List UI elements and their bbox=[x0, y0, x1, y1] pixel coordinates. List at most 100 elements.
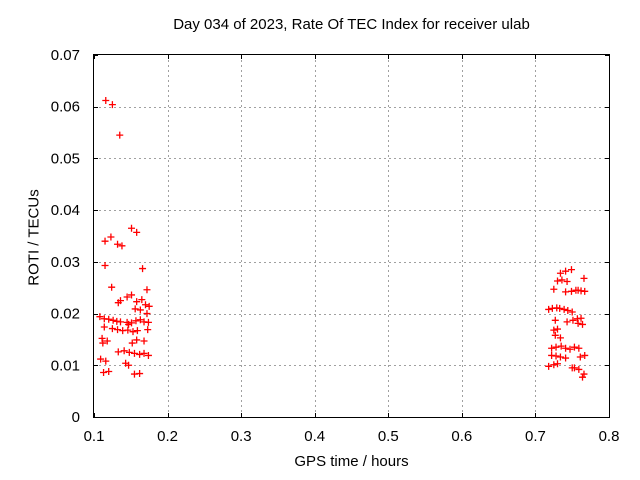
data-point bbox=[145, 302, 153, 310]
data-point bbox=[136, 350, 144, 358]
data-point bbox=[136, 370, 144, 378]
data-point bbox=[577, 314, 585, 322]
data-point bbox=[132, 317, 140, 325]
data-point bbox=[560, 305, 568, 313]
gridlines bbox=[94, 55, 609, 417]
data-point bbox=[562, 344, 570, 352]
data-point bbox=[569, 316, 577, 324]
data-point bbox=[556, 304, 564, 312]
x-tick-label: 0.3 bbox=[231, 428, 252, 445]
data-point bbox=[105, 367, 113, 375]
data-point bbox=[96, 313, 104, 321]
data-point bbox=[102, 97, 110, 105]
data-point bbox=[567, 287, 575, 295]
data-point bbox=[556, 269, 564, 277]
data-point bbox=[101, 237, 109, 245]
data-point bbox=[116, 318, 124, 326]
data-point bbox=[143, 310, 151, 318]
data-point bbox=[140, 349, 148, 357]
data-point bbox=[107, 233, 115, 241]
data-point bbox=[567, 266, 575, 274]
data-point bbox=[576, 353, 584, 361]
y-tick-label: 0.02 bbox=[51, 306, 80, 323]
data-point bbox=[138, 296, 146, 304]
data-point bbox=[570, 343, 578, 351]
x-tick-label: 0.5 bbox=[378, 428, 399, 445]
data-point bbox=[125, 361, 133, 369]
data-point bbox=[580, 370, 588, 378]
data-point bbox=[143, 286, 151, 294]
plot-border bbox=[93, 54, 610, 418]
data-point bbox=[563, 318, 571, 326]
data-point bbox=[564, 306, 572, 314]
plot-border-rect bbox=[93, 54, 610, 418]
data-point bbox=[550, 361, 558, 369]
x-tick-label: 0.8 bbox=[599, 428, 620, 445]
data-point bbox=[108, 101, 116, 109]
data-point bbox=[570, 364, 578, 372]
data-point bbox=[554, 325, 561, 333]
data-point bbox=[142, 301, 149, 309]
data-point bbox=[554, 360, 561, 368]
y-tick-label: 0.07 bbox=[51, 47, 80, 64]
data-point bbox=[100, 323, 108, 331]
x-tick-label: 0.7 bbox=[525, 428, 546, 445]
plot-title: Day 034 of 2023, Rate Of TEC Index for r… bbox=[173, 16, 530, 33]
y-tick-label: 0.06 bbox=[51, 99, 80, 116]
data-point bbox=[123, 293, 131, 301]
x-axis-title: GPS time / hours bbox=[294, 453, 409, 470]
data-point bbox=[99, 339, 107, 347]
data-point bbox=[574, 319, 582, 327]
data-point bbox=[118, 242, 126, 250]
data-point bbox=[144, 318, 152, 326]
data-point bbox=[114, 348, 122, 356]
data-point bbox=[125, 320, 133, 328]
data-point bbox=[133, 327, 141, 335]
data-point bbox=[114, 299, 122, 307]
data-point bbox=[579, 320, 587, 328]
data-point bbox=[556, 353, 564, 361]
data-point bbox=[116, 131, 124, 139]
data-point bbox=[114, 240, 122, 248]
x-tick-label: 0.6 bbox=[451, 428, 472, 445]
data-point bbox=[129, 328, 137, 336]
data-point bbox=[105, 315, 113, 323]
data-point bbox=[133, 228, 141, 236]
data-point bbox=[551, 331, 559, 339]
data-point bbox=[557, 342, 565, 350]
data-point bbox=[563, 278, 571, 286]
data-point bbox=[144, 351, 152, 359]
data-point bbox=[124, 326, 132, 334]
data-point bbox=[568, 308, 576, 316]
data-point bbox=[552, 343, 560, 351]
data-point bbox=[545, 362, 553, 370]
data-point bbox=[108, 325, 116, 333]
data-point bbox=[133, 336, 141, 344]
data-point bbox=[562, 354, 570, 362]
data-point bbox=[566, 345, 574, 353]
data-point bbox=[552, 352, 560, 360]
y-tick-label: 0.03 bbox=[51, 254, 80, 271]
data-point bbox=[580, 274, 588, 282]
data-point bbox=[102, 357, 110, 365]
data-point bbox=[558, 276, 566, 284]
data-point bbox=[554, 277, 561, 285]
data-point bbox=[125, 348, 133, 356]
data-point bbox=[139, 265, 147, 273]
data-point bbox=[575, 365, 583, 373]
y-tick-label: 0 bbox=[72, 409, 80, 426]
data-point bbox=[144, 326, 152, 334]
data-point bbox=[550, 326, 558, 334]
y-tick-label: 0.01 bbox=[51, 357, 80, 374]
data-point bbox=[128, 291, 136, 299]
x-tick-label: 0.2 bbox=[157, 428, 178, 445]
y-tick-label: 0.04 bbox=[51, 202, 80, 219]
y-tick-label: 0.05 bbox=[51, 150, 80, 167]
data-point bbox=[128, 224, 136, 232]
data-point bbox=[101, 261, 109, 269]
data-point bbox=[109, 316, 117, 324]
data-point bbox=[548, 344, 556, 352]
data-point bbox=[130, 349, 138, 357]
data-point bbox=[120, 347, 128, 355]
data-point bbox=[100, 369, 108, 377]
